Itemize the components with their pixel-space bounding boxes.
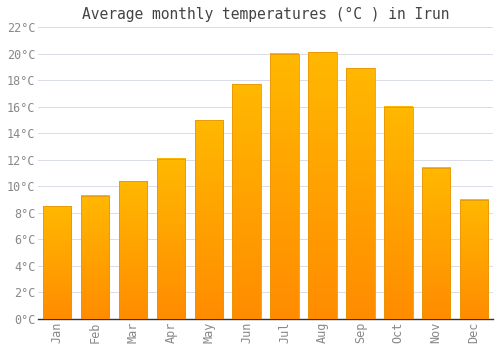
Bar xyxy=(156,159,185,319)
Bar xyxy=(194,120,223,319)
Title: Average monthly temperatures (°C ) in Irun: Average monthly temperatures (°C ) in Ir… xyxy=(82,7,450,22)
Bar xyxy=(346,68,374,319)
Bar xyxy=(81,196,110,319)
Bar xyxy=(119,181,147,319)
Bar xyxy=(232,84,261,319)
Bar xyxy=(460,199,488,319)
Bar xyxy=(384,107,412,319)
Bar xyxy=(308,52,336,319)
Bar xyxy=(270,54,299,319)
Bar xyxy=(43,206,72,319)
Bar xyxy=(422,168,450,319)
